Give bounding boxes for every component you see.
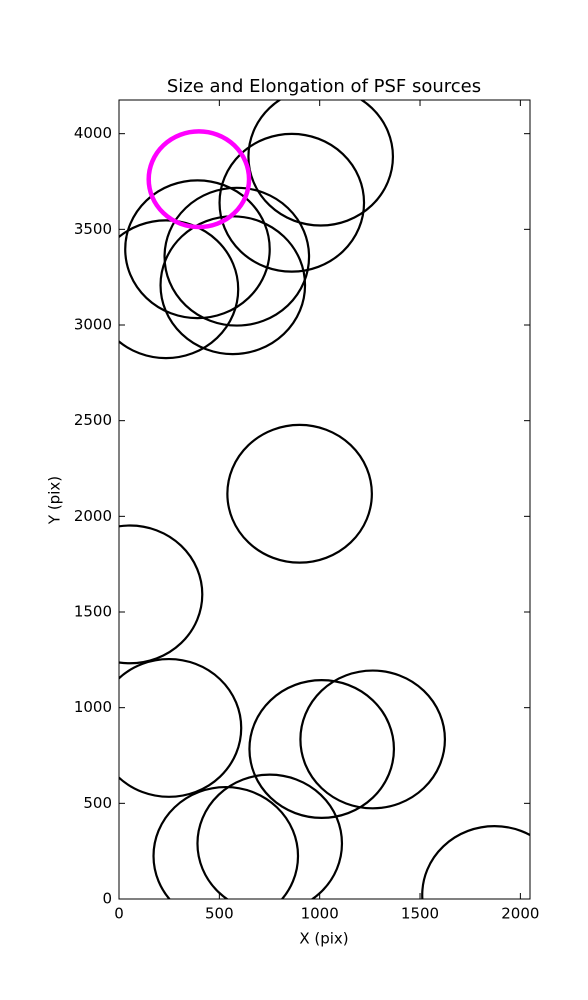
x-tick-label: 2000	[501, 905, 539, 923]
y-tick-label: 500	[83, 794, 112, 812]
y-tick-label: 3500	[74, 220, 112, 238]
psf-ellipse	[226, 423, 373, 564]
y-tick-label: 1000	[74, 698, 112, 716]
y-tick-label: 0	[102, 890, 112, 908]
x-axis-label: X (pix)	[299, 930, 348, 948]
x-tick-label: 1000	[301, 905, 339, 923]
psf-ellipse	[159, 215, 307, 356]
x-tick-label: 1500	[401, 905, 439, 923]
chart-title: Size and Elongation of PSF sources	[167, 76, 481, 97]
psf-ellipse	[218, 132, 366, 273]
x-tick-label: 0	[114, 905, 124, 923]
x-tick-label: 500	[205, 905, 234, 923]
psf-ellipse	[163, 186, 311, 327]
y-tick-label: 2000	[74, 507, 112, 525]
psf-ellipse	[247, 100, 395, 227]
plot-frame	[118, 99, 531, 900]
psf-ellipse	[248, 679, 396, 819]
y-tick-label: 1500	[74, 603, 112, 621]
psf-ellipse	[196, 773, 344, 899]
y-tick-label: 4000	[74, 124, 112, 142]
psf-ellipse	[152, 785, 300, 899]
psf-ellipse	[119, 524, 204, 665]
psf-ellipse	[119, 219, 240, 360]
y-tick-label: 2500	[74, 411, 112, 429]
plot-area	[119, 100, 530, 899]
y-axis-label: Y (pix)	[46, 476, 64, 525]
psf-ellipse	[119, 657, 243, 798]
psf-ellipse	[299, 669, 447, 810]
psf-ellipse	[421, 825, 530, 899]
y-tick-label: 3000	[74, 316, 112, 334]
psf-ellipse-highlight	[146, 129, 252, 230]
psf-ellipse	[124, 179, 271, 320]
